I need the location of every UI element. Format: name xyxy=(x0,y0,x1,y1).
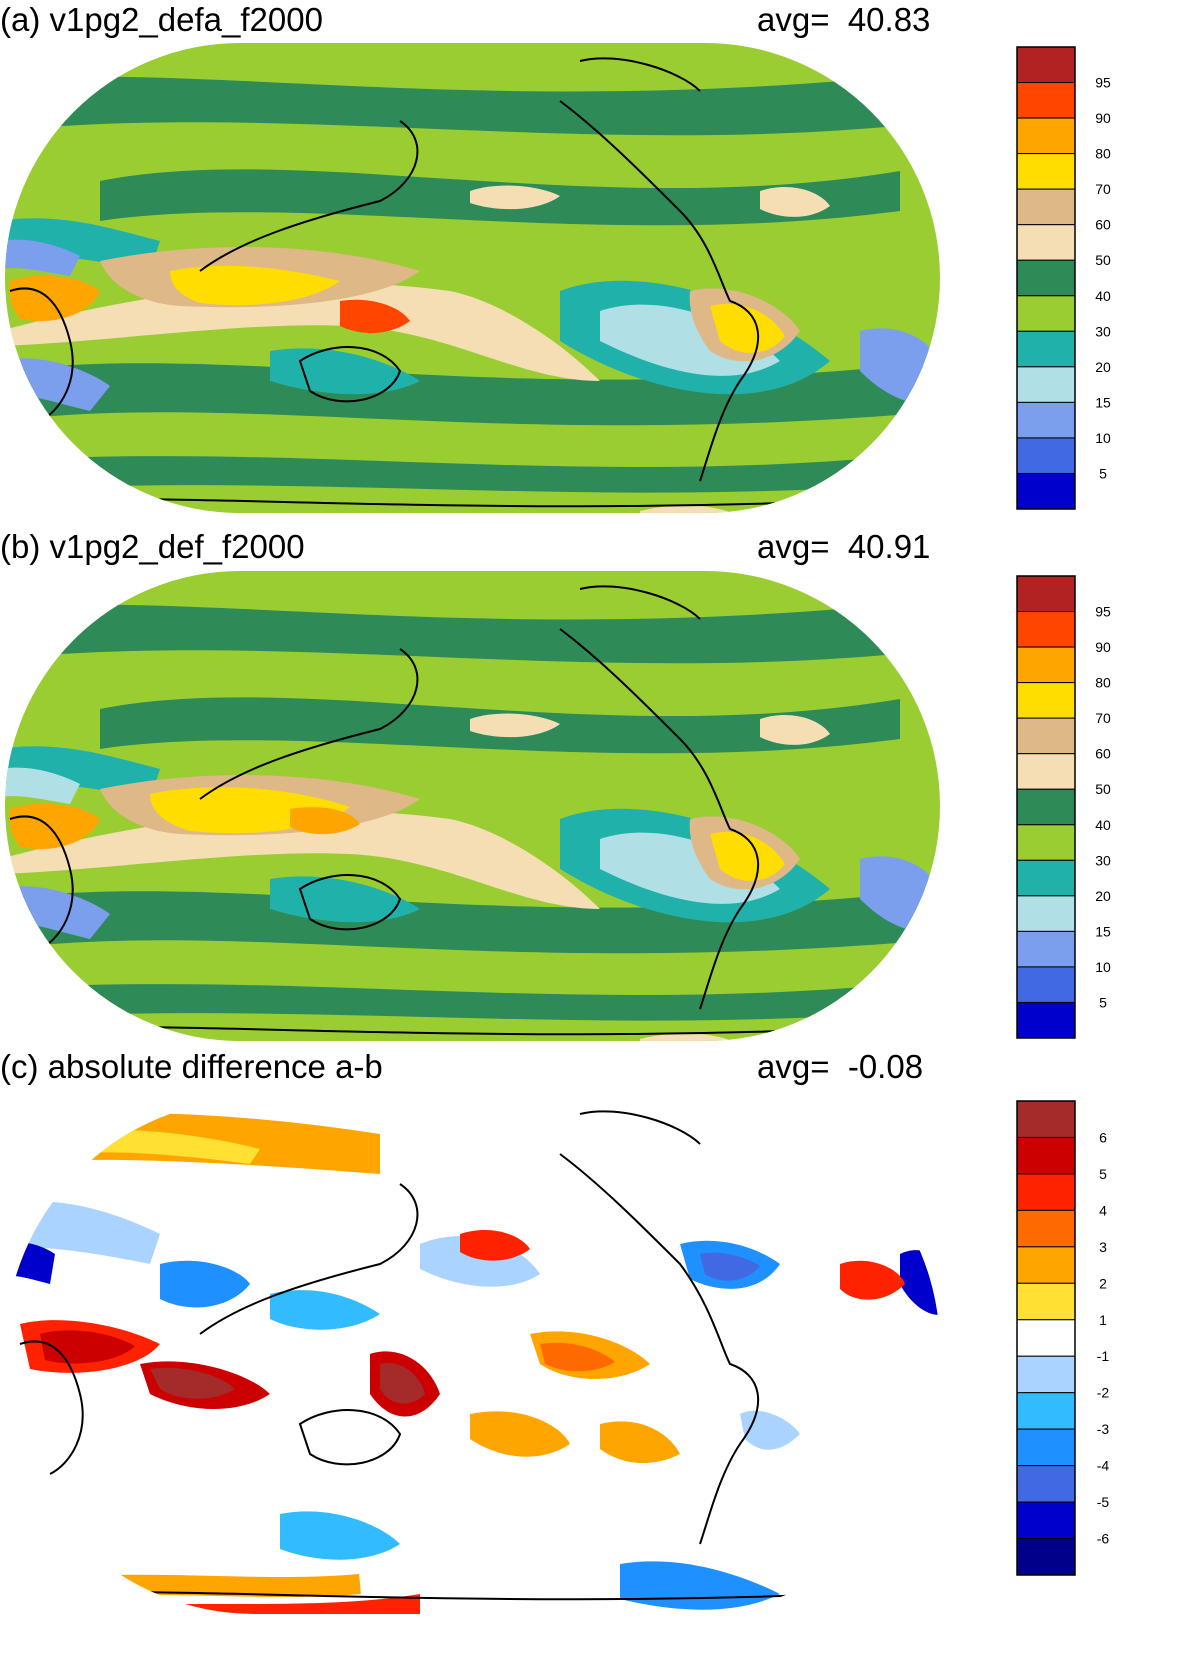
colorbar-label: 10 xyxy=(1095,430,1111,446)
avg-readout: avg= -0.08 xyxy=(757,1047,923,1087)
avg-label: avg= xyxy=(757,1048,830,1085)
avg-readout: avg= 40.91 xyxy=(757,527,930,567)
colorbar-swatch xyxy=(1016,753,1076,790)
colorbar-label: 4 xyxy=(1099,1202,1107,1218)
avg-value: 40.83 xyxy=(847,1,931,38)
avg-label: avg= xyxy=(757,528,830,565)
colorbar-label: -1 xyxy=(1097,1348,1110,1364)
colorbar-label: 40 xyxy=(1095,288,1111,304)
colorbar-swatch xyxy=(1016,472,1076,510)
colorbar-swatch xyxy=(1016,259,1076,297)
colorbar-swatch xyxy=(1016,895,1076,932)
colorbar-label: 20 xyxy=(1095,359,1111,375)
colorbar-label: 5 xyxy=(1099,1166,1107,1182)
colorbar-label: 90 xyxy=(1095,110,1111,126)
colorbar-swatch xyxy=(1016,153,1076,190)
colorbar-swatch xyxy=(1016,1173,1076,1211)
colorbar-swatch xyxy=(1016,1001,1076,1039)
colorbar-swatch xyxy=(1016,1282,1076,1321)
colorbar-swatch xyxy=(1016,1538,1076,1576)
colorbar-b: 95 90 80 70 60 50 40 30 20 15 10 5 xyxy=(1016,575,1111,1039)
colorbar-label: 60 xyxy=(1095,746,1111,762)
colorbar-swatch xyxy=(1016,437,1076,474)
colorbar-swatch xyxy=(1016,646,1076,684)
colorbar-swatch xyxy=(1016,824,1076,861)
avg-readout: avg= 40.83 xyxy=(757,0,930,40)
panel-title: (a) v1pg2_defa_f2000 xyxy=(0,1,323,38)
colorbar-swatch xyxy=(1016,1355,1076,1394)
colorbar-label: 1 xyxy=(1099,1312,1107,1328)
colorbar-swatch xyxy=(1016,930,1076,968)
colorbar-swatch xyxy=(1016,859,1076,897)
colorbar-swatch xyxy=(1016,224,1076,261)
colorbar-label: 50 xyxy=(1095,252,1111,268)
colorbar-swatch xyxy=(1016,1209,1076,1248)
colorbar-label: 90 xyxy=(1095,639,1111,655)
panel-title: (b) v1pg2_def_f2000 xyxy=(0,528,305,565)
colorbar-label: 15 xyxy=(1095,394,1111,410)
colorbar-a: 95 90 80 70 60 50 40 30 20 15 10 5 xyxy=(1016,46,1111,510)
colorbar-label: 80 xyxy=(1095,146,1111,162)
colorbar-label: -5 xyxy=(1097,1494,1110,1510)
colorbar-label: 95 xyxy=(1095,75,1111,91)
colorbar-swatch xyxy=(1016,1246,1076,1284)
colorbar-swatch xyxy=(1016,788,1076,826)
colorbar-label: 60 xyxy=(1095,217,1111,233)
colorbar-swatch xyxy=(1016,401,1076,439)
colorbar-label: 5 xyxy=(1099,994,1107,1010)
colorbar-swatch xyxy=(1016,682,1076,719)
colorbar-label: 70 xyxy=(1095,181,1111,197)
colorbar-label: 5 xyxy=(1099,465,1107,481)
colorbar-label: 3 xyxy=(1099,1239,1107,1255)
colorbar-label: -6 xyxy=(1097,1531,1110,1547)
colorbar-swatch xyxy=(1016,117,1076,155)
colorbar-label: 40 xyxy=(1095,817,1111,833)
colorbar-frame xyxy=(1016,1100,1076,1576)
map-b xyxy=(5,571,940,1041)
colorbar-label: 70 xyxy=(1095,710,1111,726)
avg-value: 40.91 xyxy=(847,528,931,565)
colorbar-swatch xyxy=(1016,1319,1076,1357)
colorbar-label: 95 xyxy=(1095,604,1111,620)
colorbar-label: 80 xyxy=(1095,675,1111,691)
avg-label: avg= xyxy=(757,1,830,38)
colorbar-label: -4 xyxy=(1097,1458,1110,1474)
colorbar-label: 10 xyxy=(1095,959,1111,975)
colorbar-swatch xyxy=(1016,1428,1076,1467)
colorbar-c: 6 5 4 3 2 1 -1 -2 -3 -4 -5 -6 xyxy=(1016,1100,1110,1576)
map-a xyxy=(5,43,940,513)
colorbar-swatch xyxy=(1016,611,1076,648)
colorbar-swatch xyxy=(1016,188,1076,226)
colorbar-frame xyxy=(1016,575,1076,1039)
colorbar-swatch xyxy=(1016,1392,1076,1430)
colorbar-label: 20 xyxy=(1095,888,1111,904)
colorbar-swatch xyxy=(1016,966,1076,1003)
colorbar-label: 2 xyxy=(1099,1275,1107,1291)
colorbar-swatch xyxy=(1016,295,1076,332)
colorbar-label: 30 xyxy=(1095,852,1111,868)
colorbar-label: 6 xyxy=(1099,1129,1107,1145)
colorbar-swatch xyxy=(1016,1100,1076,1138)
colorbar-swatch xyxy=(1016,1501,1076,1540)
colorbar-swatch xyxy=(1016,575,1076,613)
colorbar-swatch xyxy=(1016,46,1076,84)
colorbar-label: 15 xyxy=(1095,923,1111,939)
colorbar-swatch xyxy=(1016,717,1076,755)
colorbar-label: -3 xyxy=(1097,1421,1110,1437)
colorbar-swatch xyxy=(1016,366,1076,403)
colorbar-swatch xyxy=(1016,1136,1076,1175)
map-c xyxy=(5,1099,940,1614)
colorbar-label: -2 xyxy=(1097,1385,1110,1401)
colorbar-frame xyxy=(1016,46,1076,510)
colorbar-swatch xyxy=(1016,82,1076,119)
colorbar-swatch xyxy=(1016,1465,1076,1503)
avg-value: -0.08 xyxy=(847,1048,924,1085)
panel-title: (c) absolute difference a-b xyxy=(0,1048,383,1085)
colorbar-label: 30 xyxy=(1095,323,1111,339)
colorbar-label: 50 xyxy=(1095,781,1111,797)
colorbar-swatch xyxy=(1016,330,1076,368)
